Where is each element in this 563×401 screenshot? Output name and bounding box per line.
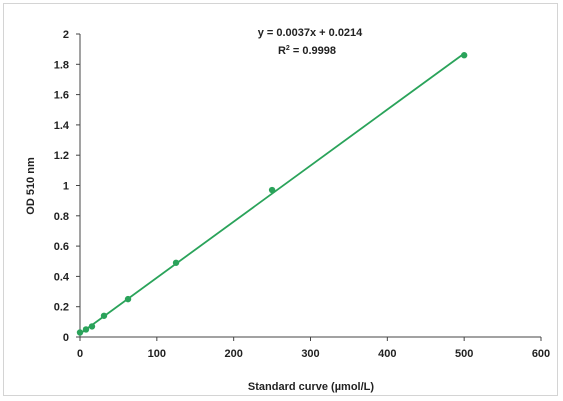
y-tick-label: 0.8 [54, 211, 69, 223]
data-point [460, 52, 468, 59]
y-tick-label: 1.8 [54, 59, 69, 71]
data-point [88, 323, 96, 330]
data-point [82, 326, 90, 333]
x-tick-label: 500 [455, 348, 473, 360]
data-points [76, 52, 468, 336]
x-tick-label: 400 [378, 348, 396, 360]
y-tick-label: 0 [63, 332, 69, 344]
x-tick-label: 600 [532, 348, 550, 360]
y-tick-label: 0.4 [54, 271, 70, 283]
x-axis-ticks: 0 100 200 300 400 500 600 [77, 337, 550, 360]
data-point [172, 259, 180, 266]
trendline [79, 52, 465, 335]
y-axis-ticks: 0 0.2 0.4 0.6 0.8 1 1.2 1.4 1.6 1.8 2 [54, 29, 80, 344]
y-axis-title: OD 510 nm [25, 157, 37, 215]
y-tick-label: 1.6 [54, 90, 69, 102]
data-point [76, 329, 84, 336]
x-tick-label: 200 [224, 348, 242, 360]
y-tick-label: 1 [63, 181, 69, 193]
y-tick-label: 2 [63, 29, 69, 41]
data-point [268, 186, 276, 194]
data-point [100, 312, 108, 319]
x-tick-label: 0 [77, 348, 83, 360]
y-tick-label: 1.2 [54, 150, 69, 162]
chart-frame [3, 3, 558, 396]
x-axis-title: Standard curve (µmol/L) [248, 381, 374, 393]
y-tick-label: 1.4 [54, 120, 70, 132]
trendline-equation: y = 0.0037x + 0.0214 [258, 27, 363, 39]
data-point [124, 295, 132, 303]
x-tick-label: 100 [148, 348, 166, 360]
y-tick-label: 0.2 [54, 302, 69, 314]
x-tick-label: 300 [301, 348, 319, 360]
y-tick-label: 0.6 [54, 241, 69, 253]
r-squared-label: R2 = 0.9998 [278, 45, 336, 57]
